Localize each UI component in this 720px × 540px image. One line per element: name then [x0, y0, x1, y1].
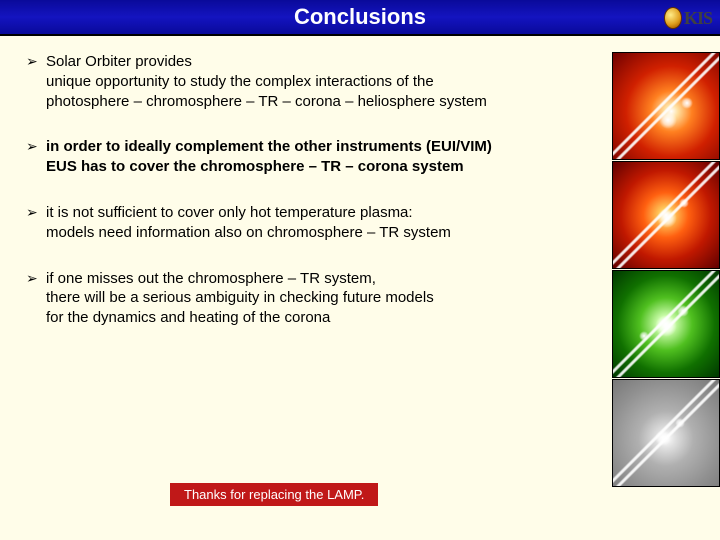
chevron-right-icon: ➢	[26, 137, 46, 177]
chevron-right-icon: ➢	[26, 269, 46, 328]
bullet-list: ➢Solar Orbiter providesunique opportunit…	[26, 52, 586, 354]
bullet-text: if one misses out the chromosphere – TR …	[46, 269, 586, 328]
image-stack	[612, 52, 720, 487]
bullet-item: ➢in order to ideally complement the othe…	[26, 137, 586, 177]
bullet-item: ➢if one misses out the chromosphere – TR…	[26, 269, 586, 328]
chevron-right-icon: ➢	[26, 203, 46, 243]
solar-image-red-2	[612, 161, 720, 269]
bullet-item: ➢Solar Orbiter providesunique opportunit…	[26, 52, 586, 111]
bullet-item: ➢it is not sufficient to cover only hot …	[26, 203, 586, 243]
solar-image-red-1	[612, 52, 720, 160]
solar-image-gray	[612, 379, 720, 487]
logo-text: KIS	[684, 8, 712, 29]
sun-icon	[664, 7, 682, 29]
chevron-right-icon: ➢	[26, 52, 46, 111]
bullet-text: it is not sufficient to cover only hot t…	[46, 203, 586, 243]
footnote: Thanks for replacing the LAMP.	[170, 483, 378, 506]
bullet-text: Solar Orbiter providesunique opportunity…	[46, 52, 586, 111]
title-bar: Conclusions KIS	[0, 0, 720, 36]
bullet-text: in order to ideally complement the other…	[46, 137, 586, 177]
kis-logo: KIS	[664, 4, 712, 32]
slide-title: Conclusions	[294, 4, 426, 30]
solar-image-green	[612, 270, 720, 378]
